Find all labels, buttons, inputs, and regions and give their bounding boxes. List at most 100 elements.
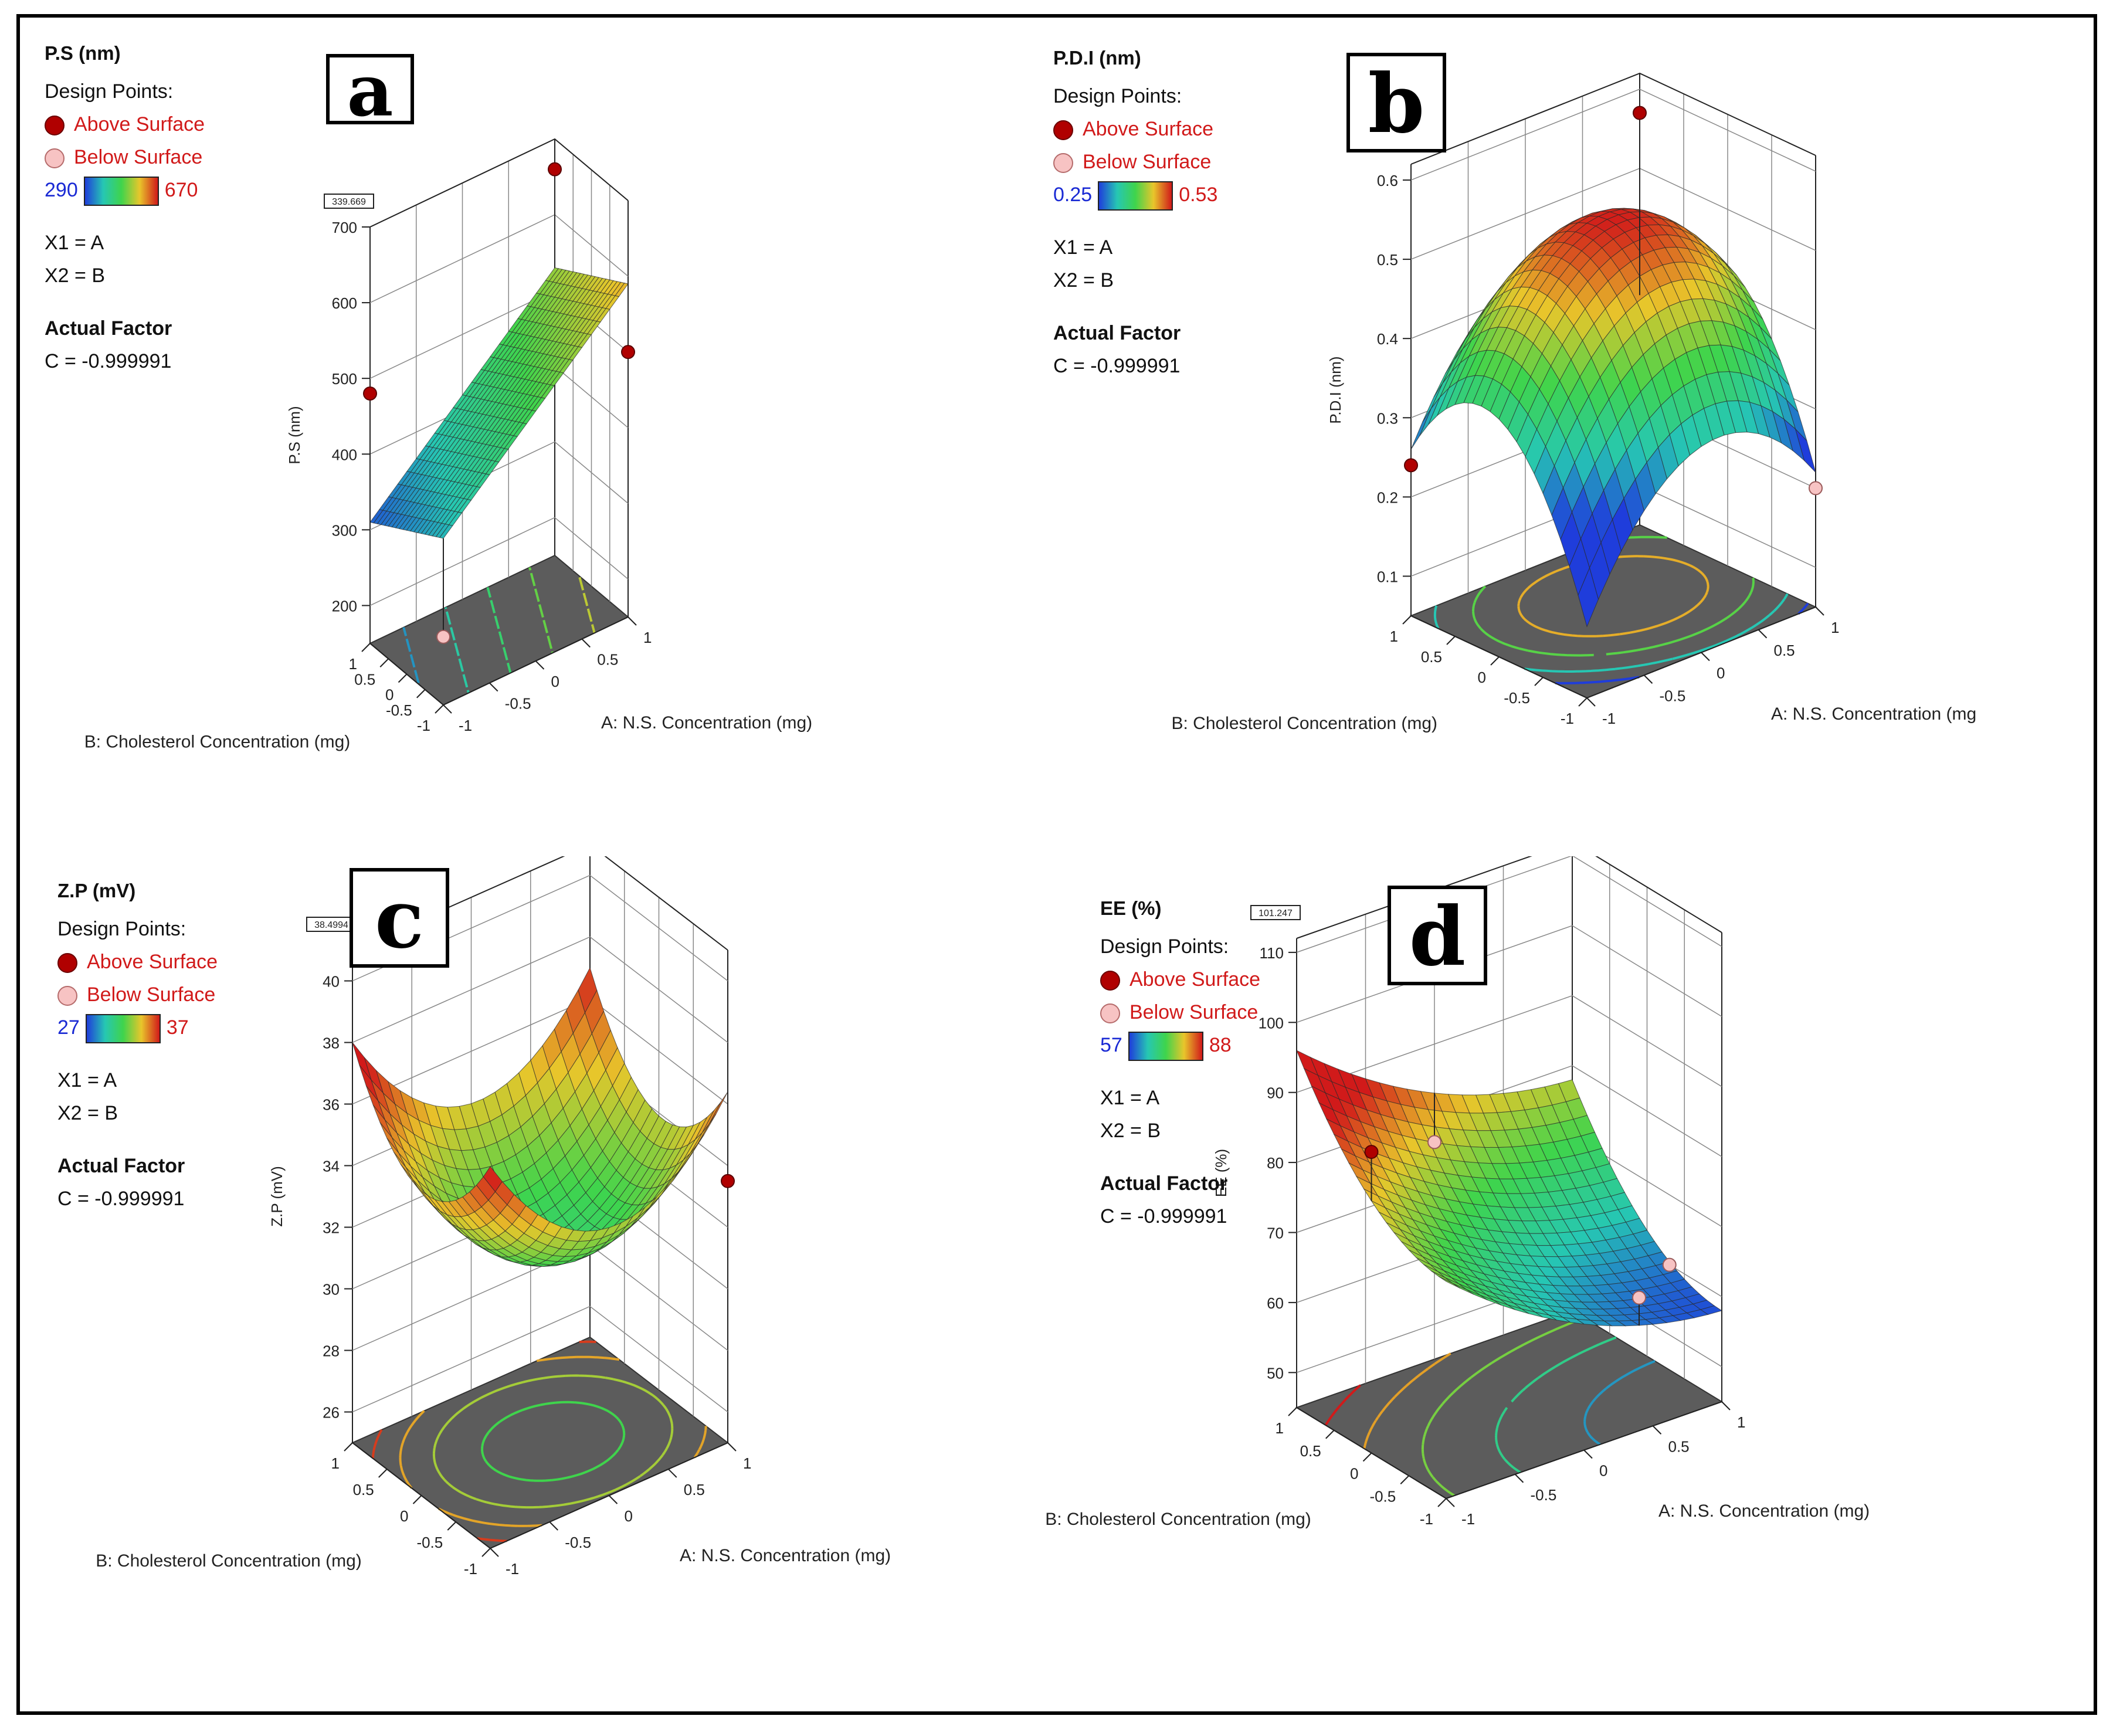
color-scale-min: 27 <box>57 1016 80 1039</box>
a-tick-label: 0.5 <box>1668 1437 1690 1455</box>
z-tick-label: 0.3 <box>1377 409 1398 427</box>
b-tick <box>361 643 371 652</box>
z-tick-label: 0.2 <box>1377 489 1398 506</box>
b-tick-label: 0 <box>1478 669 1486 686</box>
a-axis-label: A: N.S. Concentration (mg <box>1771 704 1976 724</box>
b-tick-label: -1 <box>417 717 430 734</box>
contour-line <box>1421 1317 1585 1497</box>
actual-factor-value: C = -0.999991 <box>1053 355 1181 377</box>
a-tick-label: -0.5 <box>1660 687 1686 704</box>
value-box-text: 38.4994 <box>314 920 348 930</box>
b-tick-label: -0.5 <box>386 701 412 719</box>
design-point-above <box>1633 106 1647 120</box>
a-tick <box>1721 1401 1731 1410</box>
response-title: EE (%) <box>1100 897 1162 919</box>
actual-factor-title: Actual Factor <box>45 317 172 340</box>
a-tick <box>1701 652 1710 662</box>
b-tick-label: 0.5 <box>1421 648 1442 666</box>
below-surface-dot-icon <box>57 986 77 1006</box>
floor-plane <box>1295 1310 1724 1500</box>
b-tick-label: 1 <box>331 1454 340 1472</box>
wall-edge <box>369 138 629 228</box>
wall-gridline <box>352 1306 728 1413</box>
b-tick <box>481 1548 491 1557</box>
wall-gridline <box>1296 925 1722 1023</box>
a-tick <box>1514 1474 1524 1483</box>
panel-c: 26 28 30 32 34 36 38 40 Z.P (mV) 38.4994 -1 -0.5 0 0.… <box>33 856 1042 1677</box>
b-tick-label: 1 <box>1390 628 1398 645</box>
below-surface-label: Below Surface <box>87 984 216 1006</box>
z-tick-label: 80 <box>1267 1154 1284 1172</box>
b-tick <box>447 1521 456 1531</box>
b-tick <box>344 1442 353 1452</box>
surface-cell <box>1410 408 1432 450</box>
factor-x2: X2 = B <box>1053 269 1114 291</box>
a-axis-label: A: N.S. Concentration (mg) <box>1658 1501 1870 1521</box>
a-tick <box>608 1495 618 1504</box>
b-axis-label: B: Cholesterol Concentration (mg) <box>84 732 351 751</box>
a-tick <box>489 682 498 692</box>
z-tick-label: 110 <box>1260 944 1284 962</box>
z-tick-label: 0.5 <box>1377 251 1398 269</box>
wall-gridline <box>352 936 728 1043</box>
a-tick <box>1758 629 1768 639</box>
design-points-label: Design Points: <box>1053 85 1182 107</box>
a-tick <box>1446 1498 1455 1507</box>
a-tick <box>443 704 452 714</box>
color-scale-min: 0.25 <box>1053 184 1093 206</box>
b-tick <box>1288 1407 1297 1416</box>
b-tick-label: -1 <box>464 1560 477 1578</box>
factor-x2: X2 = B <box>57 1102 118 1124</box>
design-point-above <box>721 1174 735 1188</box>
actual-factor-value: C = -0.999991 <box>57 1188 185 1210</box>
a-tick-label: 0.5 <box>684 1481 705 1498</box>
above-surface-item: Above Surface <box>1053 113 1358 145</box>
chart-group: 0.10.20.30.40.50.6P.D.I (nm)0.206266-1-0… <box>1171 72 1976 733</box>
factor-x1: X1 = A <box>1053 236 1113 259</box>
color-scale: 290 670 <box>45 174 350 206</box>
surface-cell <box>1419 396 1440 436</box>
surface-cell <box>1439 1276 1460 1289</box>
a-tick-label: 0 <box>625 1507 633 1525</box>
z-tick-label: 32 <box>323 1219 340 1237</box>
color-scale-max: 670 <box>164 179 198 201</box>
value-box-text: 339.669 <box>332 197 366 207</box>
panel-letter-c: c <box>350 868 449 968</box>
a-tick <box>1815 606 1824 616</box>
a-tick <box>627 616 637 626</box>
b-tick-label: 1 <box>349 655 357 673</box>
above-surface-label: Above Surface <box>1083 118 1214 140</box>
a-tick <box>549 1521 558 1531</box>
panel-d: 50 60 70 80 90 100 110 EE (%) 101.247 -1 -0.5 0 0.5 1… <box>1042 856 2050 1677</box>
b-tick <box>378 1469 388 1478</box>
above-surface-label: Above Surface <box>74 113 205 135</box>
wall-gridline <box>369 517 629 606</box>
a-tick-label: -1 <box>1461 1510 1475 1528</box>
contour-line <box>402 627 420 684</box>
z-tick-label: 38 <box>323 1035 340 1052</box>
z-tick-label: 0.6 <box>1377 172 1398 189</box>
b-tick-label: -0.5 <box>416 1534 443 1551</box>
z-tick-label: 300 <box>332 521 357 539</box>
design-points-label: Design Points: <box>1100 935 1229 958</box>
above-surface-label: Above Surface <box>1129 968 1261 991</box>
b-tick <box>379 658 389 667</box>
b-tick-label: 1 <box>1276 1419 1284 1437</box>
b-tick <box>1578 697 1588 707</box>
surface-cell <box>1578 567 1599 628</box>
color-scale: 0.25 0.53 <box>1053 178 1358 211</box>
b-tick-label: 0 <box>1350 1465 1358 1483</box>
b-tick-label: -1 <box>1561 710 1574 727</box>
b-tick <box>1437 1498 1447 1507</box>
design-point-below <box>1427 1135 1441 1150</box>
below-surface-label: Below Surface <box>74 146 203 168</box>
a-tick-label: -0.5 <box>1531 1486 1557 1504</box>
b-tick <box>1325 1430 1335 1439</box>
z-tick-label: 400 <box>332 446 357 463</box>
below-surface-item: Below Surface <box>1100 996 1405 1029</box>
figure-frame: 200 300 400 500 600 700 P.S (nm) 339.669 -1 -0.5 0… <box>16 14 2097 1715</box>
design-point-above <box>1404 458 1418 473</box>
a-axis-label: A: N.S. Concentration (mg) <box>680 1546 891 1565</box>
